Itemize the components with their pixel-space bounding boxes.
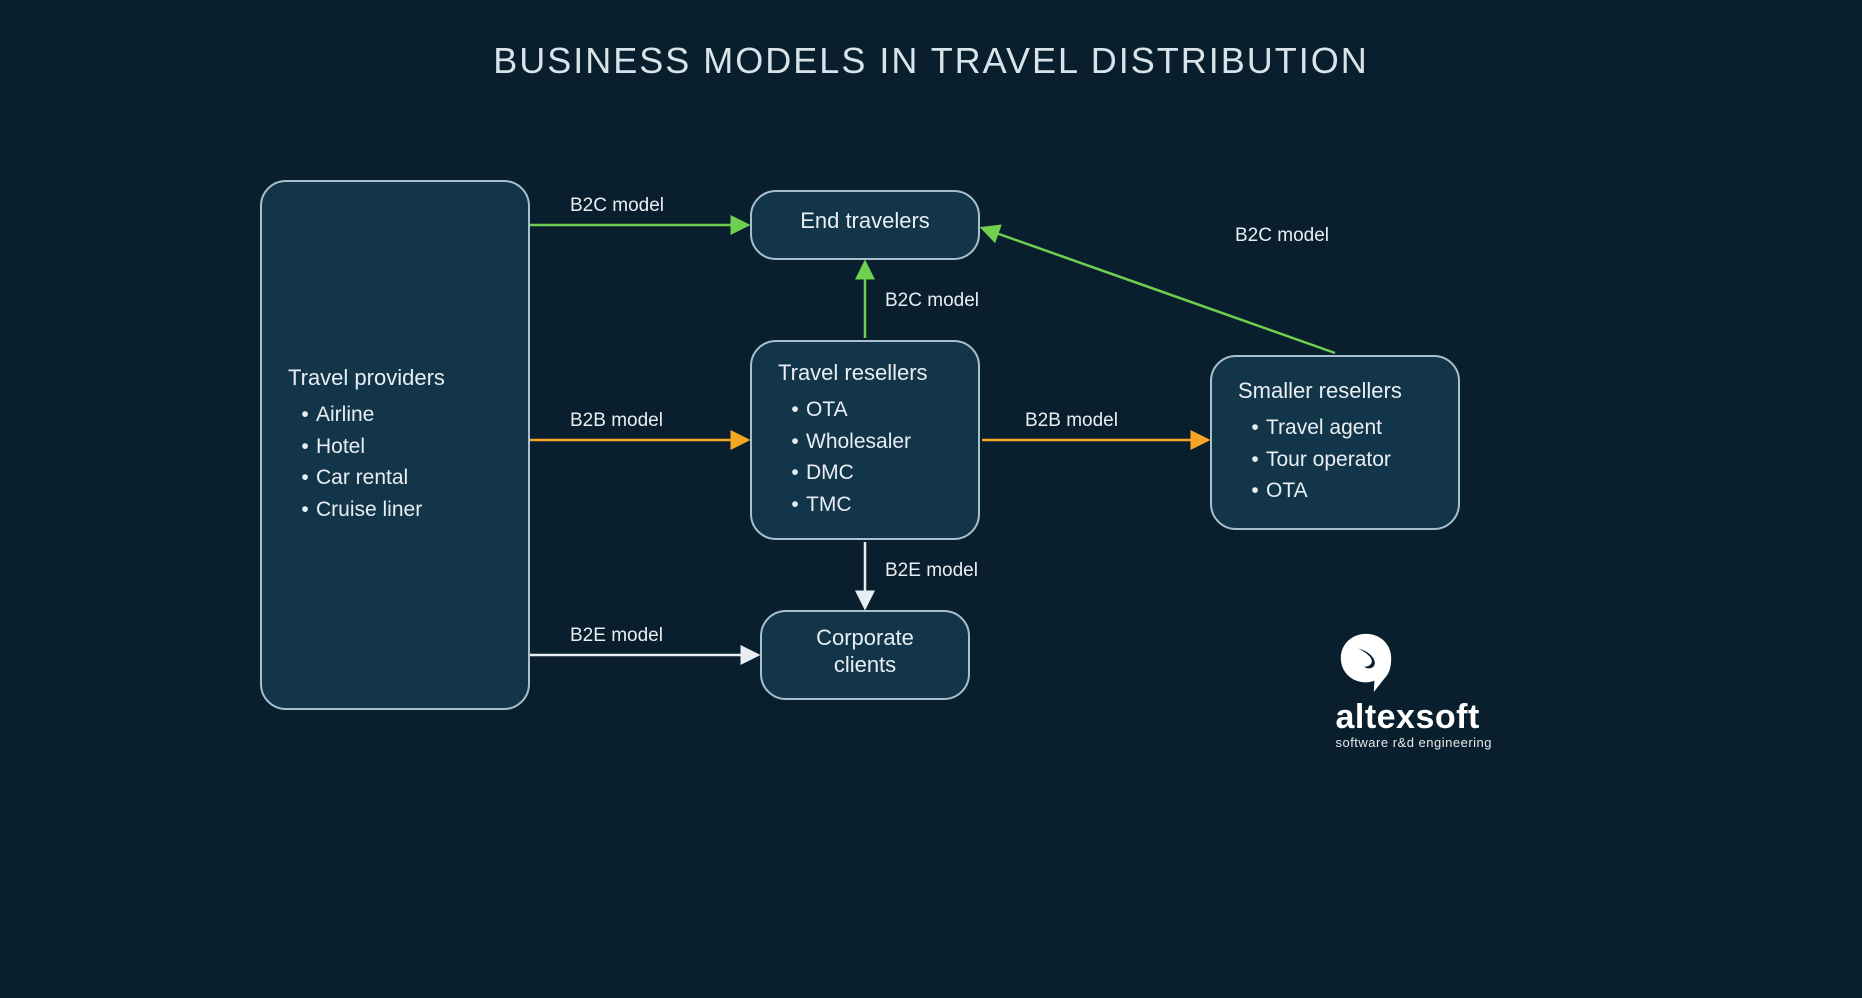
node-travel-resellers: Travel resellers OTA Wholesaler DMC TMC <box>750 340 980 540</box>
logo-tagline: software r&d engineering <box>1335 735 1492 750</box>
node-title: Travel resellers <box>778 360 952 386</box>
edge-label-resellers-to-end: B2C model <box>885 290 979 312</box>
logo-brand-text: altexsoft <box>1335 698 1492 737</box>
node-title: End travelers <box>778 208 952 234</box>
edge-label-resellers-to-smaller: B2B model <box>1025 410 1118 432</box>
node-title: Corporate clients <box>788 624 942 679</box>
node-title: Smaller resellers <box>1238 378 1432 404</box>
node-items: Airline Hotel Car rental Cruise liner <box>288 399 502 525</box>
list-item: DMC <box>784 457 952 489</box>
node-end-travelers: End travelers <box>750 190 980 260</box>
node-title-line: clients <box>834 652 896 677</box>
node-title: Travel providers <box>288 365 502 391</box>
list-item: TMC <box>784 489 952 521</box>
node-items: OTA Wholesaler DMC TMC <box>778 394 952 520</box>
node-travel-providers: Travel providers Airline Hotel Car renta… <box>260 180 530 710</box>
list-item: OTA <box>784 394 952 426</box>
node-smaller-resellers: Smaller resellers Travel agent Tour oper… <box>1210 355 1460 530</box>
node-corporate-clients: Corporate clients <box>760 610 970 700</box>
list-item: Travel agent <box>1244 412 1432 444</box>
brand-logo: altexsoft software r&d engineering <box>1335 630 1492 750</box>
edge-label-smaller-to-end: B2C model <box>1235 225 1329 247</box>
list-item: Hotel <box>294 431 502 463</box>
edge-label-prov-to-end: B2C model <box>570 195 664 217</box>
edge-label-prov-to-resellers: B2B model <box>570 410 663 432</box>
node-title-line: Corporate <box>816 625 914 650</box>
node-items: Travel agent Tour operator OTA <box>1238 412 1432 507</box>
diagram-canvas: BUSINESS MODELS IN TRAVEL DISTRIBUTION T… <box>150 0 1712 810</box>
edge-label-resellers-to-corp: B2E model <box>885 560 978 582</box>
logo-icon <box>1335 630 1397 692</box>
list-item: OTA <box>1244 475 1432 507</box>
edge-label-prov-to-corp: B2E model <box>570 625 663 647</box>
list-item: Car rental <box>294 462 502 494</box>
list-item: Cruise liner <box>294 494 502 526</box>
list-item: Wholesaler <box>784 426 952 458</box>
list-item: Tour operator <box>1244 444 1432 476</box>
list-item: Airline <box>294 399 502 431</box>
diagram-title: BUSINESS MODELS IN TRAVEL DISTRIBUTION <box>150 40 1712 82</box>
